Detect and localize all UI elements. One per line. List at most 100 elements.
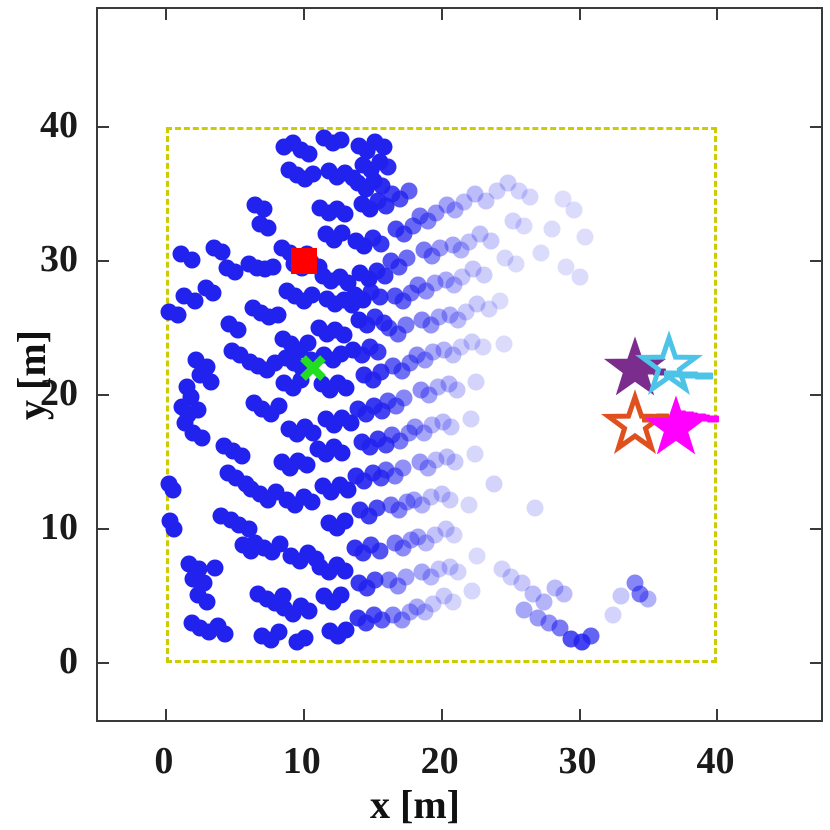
particle-point bbox=[411, 453, 429, 471]
particle-point bbox=[270, 623, 288, 641]
particle-point bbox=[423, 247, 441, 265]
particle-point bbox=[264, 258, 282, 275]
x-tick-top-0 bbox=[164, 9, 167, 20]
particle-point bbox=[444, 593, 462, 611]
particle-point bbox=[406, 418, 424, 436]
particle-point bbox=[424, 343, 442, 361]
particle-point bbox=[434, 413, 452, 431]
particle-point bbox=[480, 300, 498, 318]
particle-point bbox=[398, 249, 416, 267]
y-ticklabel-40: 40 bbox=[40, 104, 78, 147]
x-ticklabel-0: 0 bbox=[154, 740, 174, 782]
particle-point bbox=[332, 586, 350, 604]
particle-point bbox=[631, 585, 649, 603]
particle-point bbox=[462, 410, 480, 428]
particle-point bbox=[441, 306, 459, 324]
particle-point bbox=[397, 316, 415, 334]
particle-point bbox=[300, 145, 318, 163]
agent-1-target-star-marker bbox=[635, 330, 704, 396]
particle-point bbox=[444, 346, 462, 364]
particle-point bbox=[565, 201, 583, 219]
particle-point bbox=[213, 243, 231, 261]
particle-point bbox=[335, 326, 353, 344]
particle-point bbox=[369, 343, 387, 361]
y-tick-40 bbox=[98, 126, 109, 129]
particle-point bbox=[189, 401, 207, 419]
particle-point bbox=[576, 228, 594, 246]
particle-point bbox=[412, 381, 430, 399]
particle-point bbox=[452, 241, 470, 259]
particle-point bbox=[332, 131, 350, 149]
particle-point bbox=[169, 306, 187, 324]
y-tick-20 bbox=[98, 394, 109, 397]
particle-point bbox=[493, 560, 511, 578]
particle-point bbox=[422, 488, 440, 506]
particle-point bbox=[422, 568, 440, 586]
particle-point bbox=[417, 534, 435, 552]
particle-point bbox=[438, 448, 456, 466]
particle-point bbox=[229, 321, 247, 338]
particle-point bbox=[296, 629, 314, 647]
trail-cyan-dot bbox=[684, 371, 693, 379]
particle-point bbox=[495, 335, 513, 353]
particle-point bbox=[333, 224, 351, 242]
particle-point bbox=[176, 414, 194, 432]
particle-point bbox=[463, 582, 481, 600]
y-tick-right-20 bbox=[810, 394, 821, 397]
particle-point bbox=[402, 531, 420, 549]
particle-point bbox=[571, 268, 589, 286]
y-ticklabel-30: 30 bbox=[40, 238, 78, 281]
particle-point bbox=[477, 192, 495, 210]
particle-point bbox=[502, 568, 520, 586]
particle-point bbox=[333, 444, 351, 462]
particle-point bbox=[449, 311, 467, 329]
particle-point bbox=[206, 559, 224, 577]
particle-point bbox=[398, 493, 416, 511]
y-tick-right-40 bbox=[810, 126, 821, 129]
trail-cyan-dot bbox=[668, 370, 677, 378]
particle-point bbox=[429, 378, 446, 396]
particle-point bbox=[419, 212, 437, 230]
particle-point bbox=[526, 499, 544, 517]
particle-point bbox=[422, 316, 440, 334]
particle-point bbox=[521, 188, 539, 206]
particle-point bbox=[204, 284, 222, 302]
particle-point bbox=[452, 338, 470, 356]
x-tick-top-40 bbox=[716, 9, 719, 20]
particle-point bbox=[303, 493, 321, 511]
particle-point bbox=[582, 627, 600, 645]
particle-point bbox=[440, 375, 458, 393]
particle-point bbox=[474, 338, 492, 356]
y-tick-0 bbox=[98, 662, 109, 665]
particle-point bbox=[298, 456, 315, 474]
particle-point bbox=[303, 286, 321, 304]
particle-point bbox=[532, 244, 550, 262]
particle-point bbox=[400, 182, 418, 200]
particle-point bbox=[455, 193, 473, 211]
x-tick-0 bbox=[164, 709, 167, 720]
estimate-position-cross-marker bbox=[300, 355, 327, 382]
particle-point bbox=[448, 381, 466, 399]
x-tick-top-20 bbox=[440, 9, 443, 20]
particle-point bbox=[415, 424, 433, 442]
particle-point bbox=[437, 520, 455, 538]
particle-point bbox=[453, 268, 471, 286]
particle-point bbox=[427, 451, 445, 469]
y-tick-right-0 bbox=[810, 662, 821, 665]
particle-point bbox=[507, 255, 525, 273]
particle-point bbox=[408, 598, 426, 616]
x-tick-top-30 bbox=[578, 9, 581, 20]
particle-point bbox=[183, 251, 201, 269]
x-tick-30 bbox=[578, 709, 581, 720]
particle-point bbox=[379, 158, 397, 176]
particle-point bbox=[464, 260, 482, 278]
particle-point bbox=[463, 333, 481, 351]
particle-point bbox=[441, 491, 459, 509]
particle-point bbox=[435, 341, 453, 359]
trail-cyan-dot bbox=[694, 372, 703, 380]
particle-point bbox=[339, 481, 357, 499]
particle-point bbox=[435, 587, 453, 605]
particle-point bbox=[416, 603, 434, 621]
axes-frame bbox=[96, 7, 823, 722]
particle-point bbox=[555, 585, 573, 603]
